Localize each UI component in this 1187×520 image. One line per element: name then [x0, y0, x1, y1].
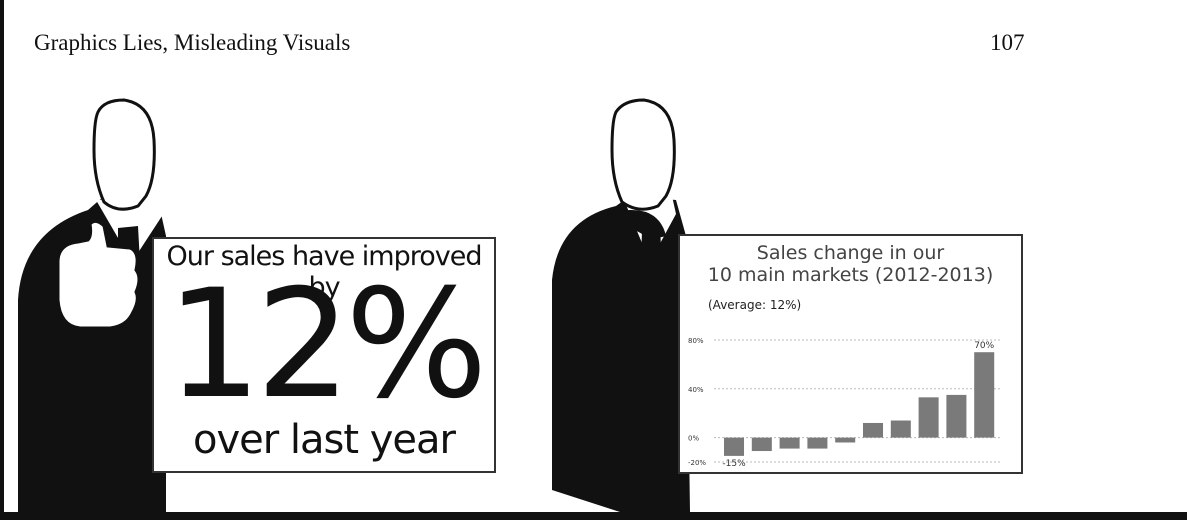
left-man-silhouette [18, 98, 166, 512]
data-label: -15% [722, 459, 746, 469]
chart-title: Sales change in our 10 main markets (201… [680, 242, 1021, 286]
page-header: Graphics Lies, Misleading Visuals 107 [0, 0, 1187, 80]
page-number: 107 [990, 30, 1025, 55]
y-tick-label: -20% [688, 459, 706, 467]
left-sign: Our sales have improved by 12% over last… [152, 237, 496, 473]
chart-title-line2: 10 main markets (2012-2013) [707, 264, 994, 286]
bar [779, 437, 800, 449]
bar [863, 422, 884, 438]
bar [751, 437, 772, 452]
bar-chart: -20% 0% 40% 80% -15% 70% [688, 337, 1000, 469]
left-sign-headline: Our sales have improved by [166, 241, 483, 303]
left-sign-footer: over last year [192, 417, 456, 463]
chart-title-line1: Sales change in our [756, 242, 945, 264]
bar [918, 397, 939, 438]
y-tick-label: 80% [688, 337, 704, 345]
right-sign-chart: Sales change in our 10 main markets (201… [678, 234, 1023, 474]
right-man-silhouette [552, 98, 690, 512]
y-tick-label: 0% [688, 435, 699, 443]
bar [807, 437, 828, 449]
y-tick-label: 40% [688, 386, 704, 394]
left-sign-big-percentage: 12% [166, 258, 487, 432]
bottom-page-edge [0, 512, 1187, 520]
bar [835, 437, 856, 443]
bar [890, 420, 911, 438]
bar [724, 437, 745, 456]
data-label: 70% [974, 341, 994, 351]
running-head-title: Graphics Lies, Misleading Visuals [34, 30, 351, 55]
bar [946, 394, 967, 438]
left-page-edge [0, 0, 4, 520]
bar [974, 352, 995, 438]
chart-subtitle: (Average: 12%) [708, 298, 802, 312]
